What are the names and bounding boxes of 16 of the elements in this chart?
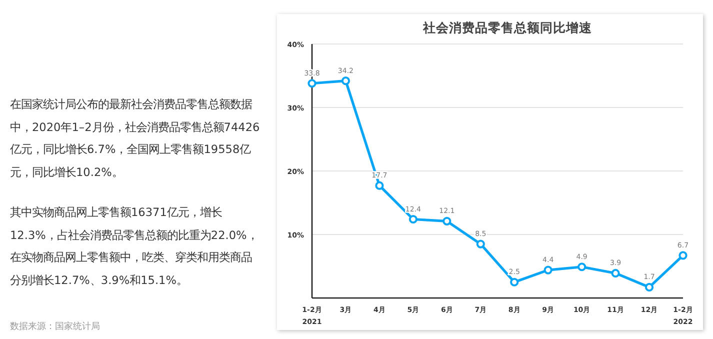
point [644, 282, 654, 292]
point [611, 268, 620, 278]
point [341, 76, 350, 86]
point [510, 278, 519, 286]
point [375, 181, 384, 190]
point [442, 216, 452, 226]
source-note: 数据来源：国家统计局 [10, 320, 100, 333]
point [544, 266, 552, 274]
point [408, 214, 418, 224]
chart-title: 社会消费品零售总额同比增速 [422, 20, 593, 35]
point [678, 251, 688, 260]
text: 其中实物商品网上零售额16371亿元，增长12.3%，占社会消费品零售总额的比重为22.0%，在实物商品网上零售额中，吃类、穿类和用类商品分别增长12.7%、3.9%和15.1%。 [10, 205, 259, 289]
point [578, 262, 586, 272]
text: 在国家统计局公布的最新社会消费品零售总额数据中，2020年1–2月份，社会消费品零售总额74426亿元，同比增长6.7%，全国网上零售额19558亿元，同比增长10.2%。 [10, 97, 261, 181]
point [476, 240, 485, 248]
point [308, 79, 316, 88]
